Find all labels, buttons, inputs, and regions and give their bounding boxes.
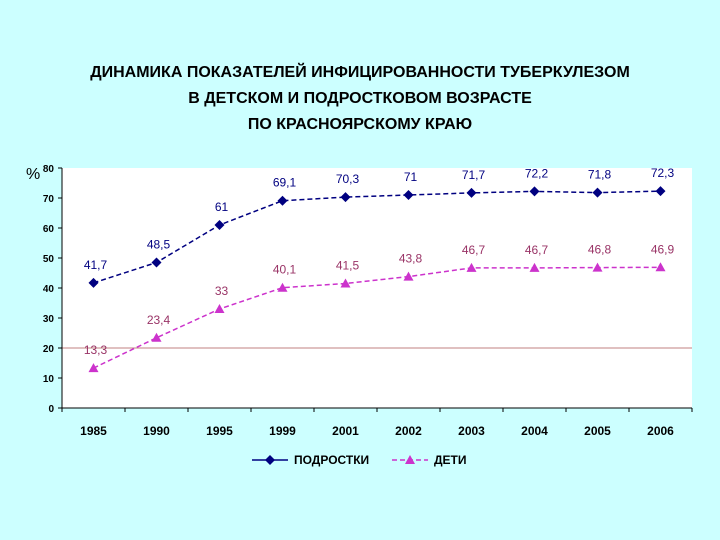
series-1-point xyxy=(151,257,162,268)
x-tick-label: 1999 xyxy=(269,424,296,438)
series-2-data-label: 23,4 xyxy=(147,313,171,327)
legend-marker-2 xyxy=(405,455,415,464)
series-2-point xyxy=(340,278,351,288)
series-1-data-label: 41,7 xyxy=(84,258,108,272)
series-2-data-label: 43,8 xyxy=(399,252,423,266)
x-tick-label: 2004 xyxy=(521,424,548,438)
series-layer xyxy=(88,186,666,373)
series-1-point xyxy=(277,195,288,206)
series-1-point xyxy=(214,220,225,230)
legend-marker-1 xyxy=(265,455,275,465)
series-1-data-label: 71,8 xyxy=(588,168,612,182)
series-1-data-label: 71 xyxy=(404,170,418,184)
chart-title: ДИНАМИКА ПОКАЗАТЕЛЕЙ ИНФИЦИРОВАННОСТИ ТУ… xyxy=(0,60,720,138)
y-tick-label: 80 xyxy=(43,164,55,175)
series-1-data-label: 69,1 xyxy=(273,176,297,190)
legend-label-2: ДЕТИ xyxy=(434,453,467,467)
series-2-point xyxy=(277,282,288,292)
x-tick-label: 2002 xyxy=(395,424,422,438)
y-tick-label: 20 xyxy=(43,344,55,355)
series-1-data-label: 61 xyxy=(215,200,229,214)
y-tick-label: 70 xyxy=(43,194,55,205)
series-line-1 xyxy=(93,190,661,284)
series-1-point xyxy=(529,186,540,197)
series-1-point xyxy=(340,192,351,203)
y-tick-label: 60 xyxy=(43,224,55,235)
legend: ПОДРОСТКИ ДЕТИ xyxy=(252,453,467,467)
plot-area xyxy=(62,168,692,408)
series-2-point xyxy=(151,332,162,342)
x-tick-label: 1995 xyxy=(206,424,233,438)
axes: 0 10 20 30 40 50 60 70 80 1985 1990 1995 1999 2001 200… xyxy=(43,164,693,438)
chart-title-line-1: ДИНАМИКА ПОКАЗАТЕЛЕЙ ИНФИЦИРОВАННОСТИ ТУ… xyxy=(90,64,630,81)
series-line-2 xyxy=(93,266,661,369)
series-1-data-label: 48,5 xyxy=(147,238,171,252)
x-tick-label: 2003 xyxy=(458,424,485,438)
chart-title-line-2: В ДЕТСКОМ И ПОДРОСТКОВОМ ВОЗРАСТЕ xyxy=(188,90,532,107)
x-tick-label: 2005 xyxy=(584,424,611,438)
x-tick-label: 1990 xyxy=(143,424,170,438)
y-tick-label: 40 xyxy=(43,284,55,295)
series-1-point xyxy=(403,190,414,200)
series-2-point xyxy=(529,262,540,272)
x-tick-label: 1985 xyxy=(80,424,107,438)
series-2-data-label: 46,8 xyxy=(588,243,612,257)
x-tick-label: 2006 xyxy=(647,424,674,438)
series-2-data-label: 46,9 xyxy=(651,242,675,256)
series-1-data-label: 72,2 xyxy=(525,166,549,180)
y-tick-label: 30 xyxy=(43,314,55,325)
y-axis-unit: % xyxy=(26,166,40,183)
series-1-point xyxy=(655,186,666,197)
x-tick-label: 2001 xyxy=(332,424,359,438)
y-tick-label: 10 xyxy=(43,374,55,385)
series-1-data-label: 71,7 xyxy=(462,168,486,182)
series-1-data-label: 72,3 xyxy=(651,166,675,180)
series-2-data-label: 33 xyxy=(215,284,229,298)
series-2-point xyxy=(655,262,666,272)
series-2-data-label: 46,7 xyxy=(525,243,549,257)
y-tick-label: 0 xyxy=(48,404,54,415)
series-2-point xyxy=(214,304,225,313)
legend-label-1: ПОДРОСТКИ xyxy=(294,453,369,467)
series-2-point xyxy=(466,262,477,272)
series-2-point xyxy=(403,271,414,281)
series-1-point xyxy=(592,187,603,198)
series-1-point xyxy=(88,277,99,288)
y-tick-label: 50 xyxy=(43,254,55,265)
series-2-point xyxy=(88,363,99,373)
series-1-data-label: 70,3 xyxy=(336,172,360,186)
series-2-data-label: 46,7 xyxy=(462,243,486,257)
series-2-point xyxy=(592,262,603,272)
series-2-data-label: 13,3 xyxy=(84,343,108,357)
chart-title-line-3: ПО КРАСНОЯРСКОМУ КРАЮ xyxy=(247,116,473,133)
data-labels-layer: 41,7 48,5 61 69,1 70,3 71 71,7 72,2 71,8 72,3 13,3… xyxy=(84,166,675,357)
series-2-data-label: 40,1 xyxy=(273,263,297,277)
series-1-point xyxy=(466,187,477,198)
series-2-data-label: 41,5 xyxy=(336,259,360,273)
